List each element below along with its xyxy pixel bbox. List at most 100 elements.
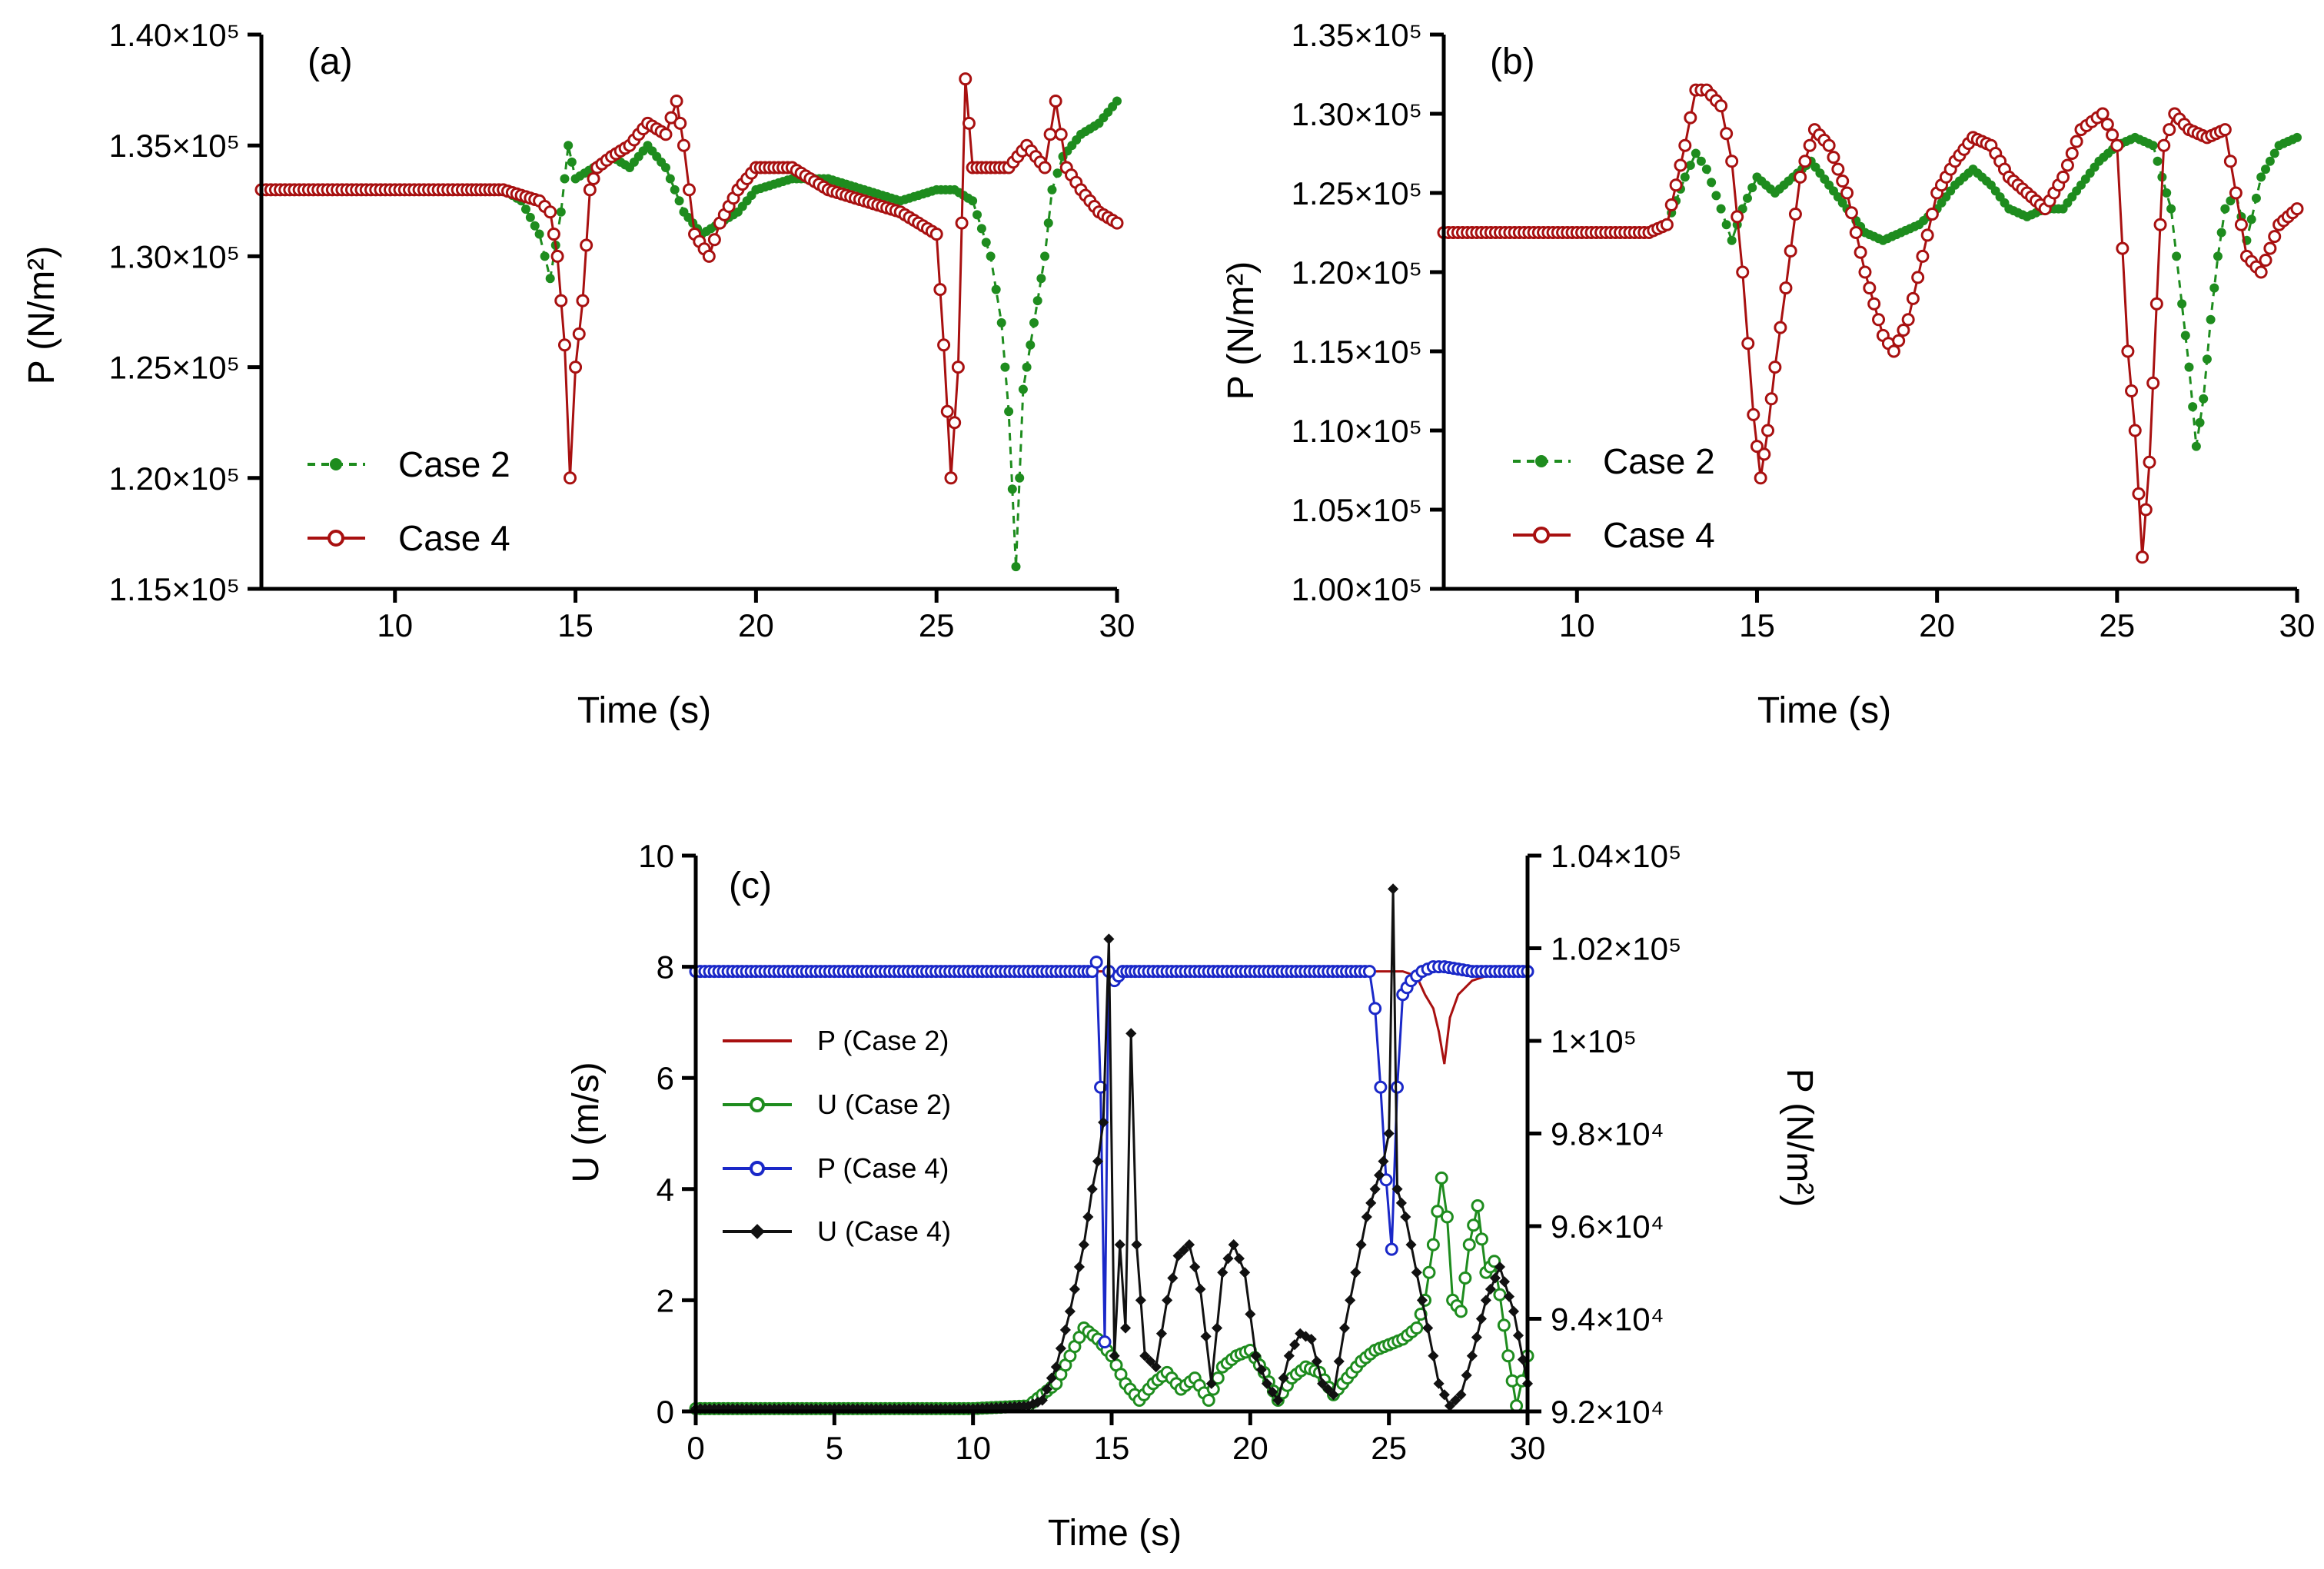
data-point <box>944 471 958 485</box>
x-tick-label: 30 <box>2279 607 2316 643</box>
data-point <box>1183 1239 1195 1251</box>
data-point <box>1202 1394 1215 1408</box>
data-point <box>1388 883 1399 895</box>
data-point <box>1000 362 1010 372</box>
data-point <box>1831 162 1845 176</box>
data-point <box>2292 132 2302 142</box>
data-point <box>948 416 962 430</box>
data-point <box>1283 1350 1295 1361</box>
data-point <box>1501 1349 1515 1363</box>
data-point <box>1701 165 1711 175</box>
panel-b-xlabel: Time (s) <box>1757 690 1891 731</box>
data-point <box>520 204 530 214</box>
data-point <box>2056 170 2070 184</box>
data-point <box>1378 1155 1389 1167</box>
data-point <box>1317 1378 1328 1389</box>
data-point <box>1059 1324 1071 1336</box>
data-point <box>1098 1335 1112 1349</box>
data-point <box>1004 407 1014 417</box>
data-point <box>2261 165 2271 175</box>
data-point <box>1854 245 1867 259</box>
data-point <box>2269 148 2279 158</box>
panel-a-legend-case4: Case 4 <box>308 518 510 558</box>
data-point <box>1892 334 1906 347</box>
x-tick-label: 10 <box>377 607 413 643</box>
data-point <box>2213 251 2223 261</box>
data-point <box>1498 1276 1511 1288</box>
data-point <box>1305 1333 1317 1345</box>
data-point <box>1150 1361 1162 1373</box>
data-point <box>1110 216 1124 230</box>
data-point <box>530 221 540 231</box>
data-point <box>1345 1295 1356 1306</box>
x-tick-label: 30 <box>1510 1430 1546 1466</box>
x-tick-label: 10 <box>1559 607 1595 643</box>
data-point <box>2209 283 2219 293</box>
panel-b-legend: Case 2 Case 4 <box>1513 441 1715 555</box>
data-point <box>2157 138 2171 152</box>
data-point <box>1471 1198 1485 1212</box>
data-point <box>702 249 716 263</box>
data-point <box>1736 265 1750 279</box>
y-tick-label: 6 <box>657 1060 674 1096</box>
data-point <box>1489 1272 1501 1284</box>
data-point <box>1052 168 1062 178</box>
data-point <box>1043 218 1053 228</box>
data-point <box>937 338 951 352</box>
data-point <box>2216 228 2226 238</box>
y-tick-label: 0 <box>657 1394 674 1430</box>
data-point <box>1428 1350 1439 1361</box>
data-point <box>1685 160 1695 170</box>
data-point <box>1788 207 1802 221</box>
data-point <box>1844 206 1858 220</box>
data-point <box>1383 1128 1395 1139</box>
data-point <box>1278 1372 1289 1384</box>
data-point <box>1508 1305 1520 1317</box>
data-point <box>1082 1211 1094 1223</box>
data-point <box>962 116 976 130</box>
data-point <box>1131 1239 1142 1251</box>
data-point <box>2153 156 2163 166</box>
data-point <box>1696 156 1706 166</box>
data-point <box>1011 562 1021 572</box>
panel-a-legend-case4-text: Case 4 <box>398 518 510 558</box>
data-point <box>1050 1361 1062 1373</box>
data-point <box>2177 299 2187 309</box>
panel-c-legend-p-case4-text: P (Case 4) <box>817 1152 949 1184</box>
data-point <box>1887 344 1900 358</box>
data-point <box>1727 235 1737 245</box>
data-point <box>1664 198 1678 211</box>
panel-b-legend-case4-text: Case 4 <box>1603 515 1715 555</box>
data-point <box>1493 1288 1507 1301</box>
data-point <box>1747 183 1757 193</box>
data-point <box>1049 95 1062 108</box>
data-point <box>1684 111 1697 125</box>
data-point <box>1512 1330 1524 1341</box>
data-point <box>670 184 680 194</box>
data-point <box>2223 155 2237 168</box>
data-point <box>1761 424 1775 437</box>
data-point <box>1054 128 1068 141</box>
data-point <box>1373 1169 1385 1181</box>
panel-b-ylabel: P (N/m²) <box>1221 261 1262 400</box>
data-point <box>1822 138 1836 152</box>
data-point <box>1261 1378 1273 1389</box>
data-point <box>1172 1250 1184 1262</box>
y-tick-label: 1.20×10⁵ <box>109 460 240 497</box>
data-point <box>1338 1322 1351 1334</box>
data-point <box>1333 1355 1345 1368</box>
data-point <box>2229 186 2243 200</box>
data-point <box>1920 228 1934 242</box>
data-point <box>996 317 1006 327</box>
data-point <box>1901 313 1915 327</box>
data-point <box>1040 251 1050 261</box>
data-point <box>580 238 593 252</box>
data-point <box>677 138 690 152</box>
panel-c-legend-u-case4-text: U (Case 4) <box>817 1215 951 1247</box>
data-point <box>1433 1378 1445 1389</box>
data-point <box>1228 1239 1239 1251</box>
data-point <box>1426 1238 1440 1252</box>
panel-c-legend-p-case2-text: P (Case 2) <box>817 1025 949 1056</box>
x-tick-label: 15 <box>557 607 593 643</box>
data-point <box>1435 1171 1448 1185</box>
